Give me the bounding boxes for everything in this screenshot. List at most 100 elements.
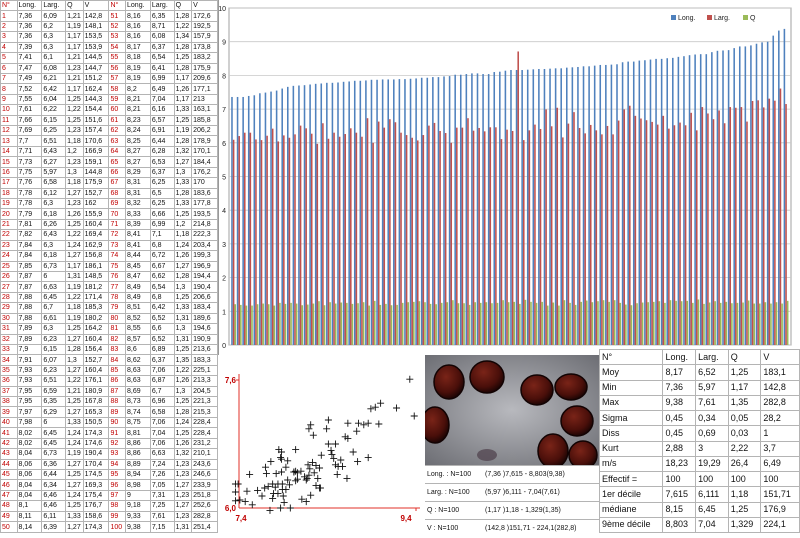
- bar-long: [660, 58, 663, 346]
- bar-larg: [656, 124, 659, 346]
- stats-cell: 100: [695, 470, 729, 488]
- table-cell: 8,27: [125, 156, 151, 168]
- table-cell: 1,25: [173, 52, 193, 64]
- bar-long: [761, 42, 763, 346]
- table-cell: 8,73: [125, 396, 151, 408]
- table-cell: 91: [108, 427, 127, 439]
- table-header-row: N° Long. Larg. Q V N° Long. Larg. Q V: [0, 0, 218, 12]
- table-cell: 1,19: [173, 125, 193, 137]
- table-cell: 33: [0, 343, 18, 356]
- table-row: 48 8,1 6,46 1,25 176,7 98 9,18 7,25 1,27 252,6: [0, 500, 218, 512]
- y-tick-label: 8: [222, 73, 226, 80]
- table-cell: 7,81: [16, 218, 43, 231]
- table-cell: 55: [108, 52, 127, 64]
- table-cell: 6,27: [41, 156, 67, 168]
- table-cell: 86: [108, 375, 127, 387]
- table-cell: 8,25: [125, 135, 151, 147]
- table-cell: 7,93: [16, 364, 43, 377]
- table-row: 17 7,76 6,58 1,18 175,9 67 8,31 6,25 1,33 170: [0, 177, 218, 189]
- table-row: 30 7,88 6,61 1,19 180,2 80 8,52 6,52 1,31 189,6: [0, 312, 218, 325]
- table-cell: 8,21: [125, 104, 151, 116]
- stats-header-cell: Larg.: [695, 348, 729, 366]
- bar-long: [705, 54, 708, 345]
- table-cell: 169,4: [82, 229, 110, 241]
- table-cell: 1,28: [173, 41, 193, 54]
- table-cell: 151,2: [82, 72, 110, 85]
- table-cell: 1,31: [65, 270, 84, 283]
- table-cell: 15: [0, 156, 18, 168]
- bar-larg: [433, 122, 436, 346]
- table-cell: 65: [108, 156, 127, 168]
- bar-q: [440, 302, 443, 345]
- bar-q: [546, 305, 549, 345]
- table-row: 44 8,06 6,36 1,27 170,4 94 8,89 7,24 1,23 243,6: [0, 458, 218, 471]
- scatter-point: [246, 470, 254, 478]
- stats-cell: 100: [662, 470, 697, 488]
- table-cell: 54: [108, 41, 127, 54]
- table-cell: 7,95: [16, 396, 43, 408]
- table-cell: 174,3: [82, 521, 110, 533]
- table-cell: 1,3: [173, 166, 193, 179]
- table-row: 42 8,02 6,45 1,24 174,6 92 8,86 7,06 1,26 231,2: [0, 437, 218, 450]
- bar-larg: [361, 136, 363, 345]
- table-cell: 67: [108, 177, 127, 189]
- bar-larg: [595, 130, 598, 345]
- table-cell: 251,4: [191, 521, 218, 533]
- table-cell: 1,28: [173, 406, 193, 418]
- table-cell: 1,32: [173, 448, 193, 460]
- bar-long: [365, 80, 367, 345]
- bar-long: [231, 96, 233, 345]
- bar-q: [457, 303, 460, 345]
- table-cell: 174,5: [82, 468, 110, 481]
- bar-larg: [333, 132, 335, 345]
- scatter-point: [354, 419, 362, 427]
- x-max-label: 9,4: [400, 514, 412, 523]
- stats-header-cell: N°: [598, 348, 664, 366]
- table-cell: 1,23: [173, 468, 193, 481]
- bar-larg: [545, 109, 547, 345]
- bar-larg: [450, 142, 453, 345]
- table-cell: 6,46: [41, 489, 67, 502]
- bar-larg: [517, 51, 519, 346]
- table-cell: 8,32: [125, 197, 151, 210]
- table-cell: 75: [108, 260, 127, 272]
- table-cell: 167,8: [82, 396, 110, 408]
- table-cell: 8,81: [125, 427, 151, 439]
- note-long: Long. : N=100 (7,36 )7,615 - 8,803(9,38): [425, 465, 599, 483]
- table-cell: 152,7: [82, 187, 110, 200]
- bar-q: [669, 300, 672, 345]
- table-cell: 1,25: [65, 323, 84, 335]
- bar-long: [337, 82, 339, 346]
- bar-larg: [701, 107, 704, 345]
- bar-q: [658, 301, 661, 345]
- bar-long: [627, 61, 629, 345]
- table-cell: 7,05: [149, 479, 175, 491]
- scatter-point: [303, 474, 311, 482]
- table-cell: 6,35: [41, 396, 67, 408]
- stats-cell: 18,23: [662, 455, 697, 473]
- table-cell: 8,31: [125, 187, 151, 200]
- bar-q: [245, 305, 248, 345]
- table-cell: 233,9: [191, 479, 218, 491]
- table-row: 47 8,04 6,46 1,24 175,4 97 9 7,31 1,23 251,8: [0, 489, 218, 502]
- table-cell: 1,2: [173, 218, 193, 231]
- table-cell: 8,24: [125, 125, 151, 137]
- table-cell: 7,26: [149, 468, 175, 481]
- bar-larg: [266, 135, 268, 345]
- table-cell: 51: [108, 10, 127, 22]
- bar-q: [463, 303, 465, 345]
- table-cell: 162,4: [82, 83, 110, 95]
- y-min-label: 6,0: [225, 504, 237, 513]
- bar-long: [270, 91, 272, 346]
- table-row: 4 7,39 6,3 1,17 153,9 54 8,17 6,37 1,28 173,8: [0, 41, 218, 54]
- table-cell: 8,17: [125, 41, 151, 54]
- bar-long: [766, 41, 769, 345]
- scatter-point: [279, 492, 287, 500]
- table-cell: 6,99: [149, 218, 175, 231]
- scatter-point: [231, 488, 239, 496]
- bar-q: [569, 302, 571, 345]
- bar-long: [549, 68, 551, 345]
- table-cell: 1,28: [173, 270, 193, 283]
- y-max-label: 7,6: [225, 376, 237, 385]
- bar-q: [519, 303, 521, 345]
